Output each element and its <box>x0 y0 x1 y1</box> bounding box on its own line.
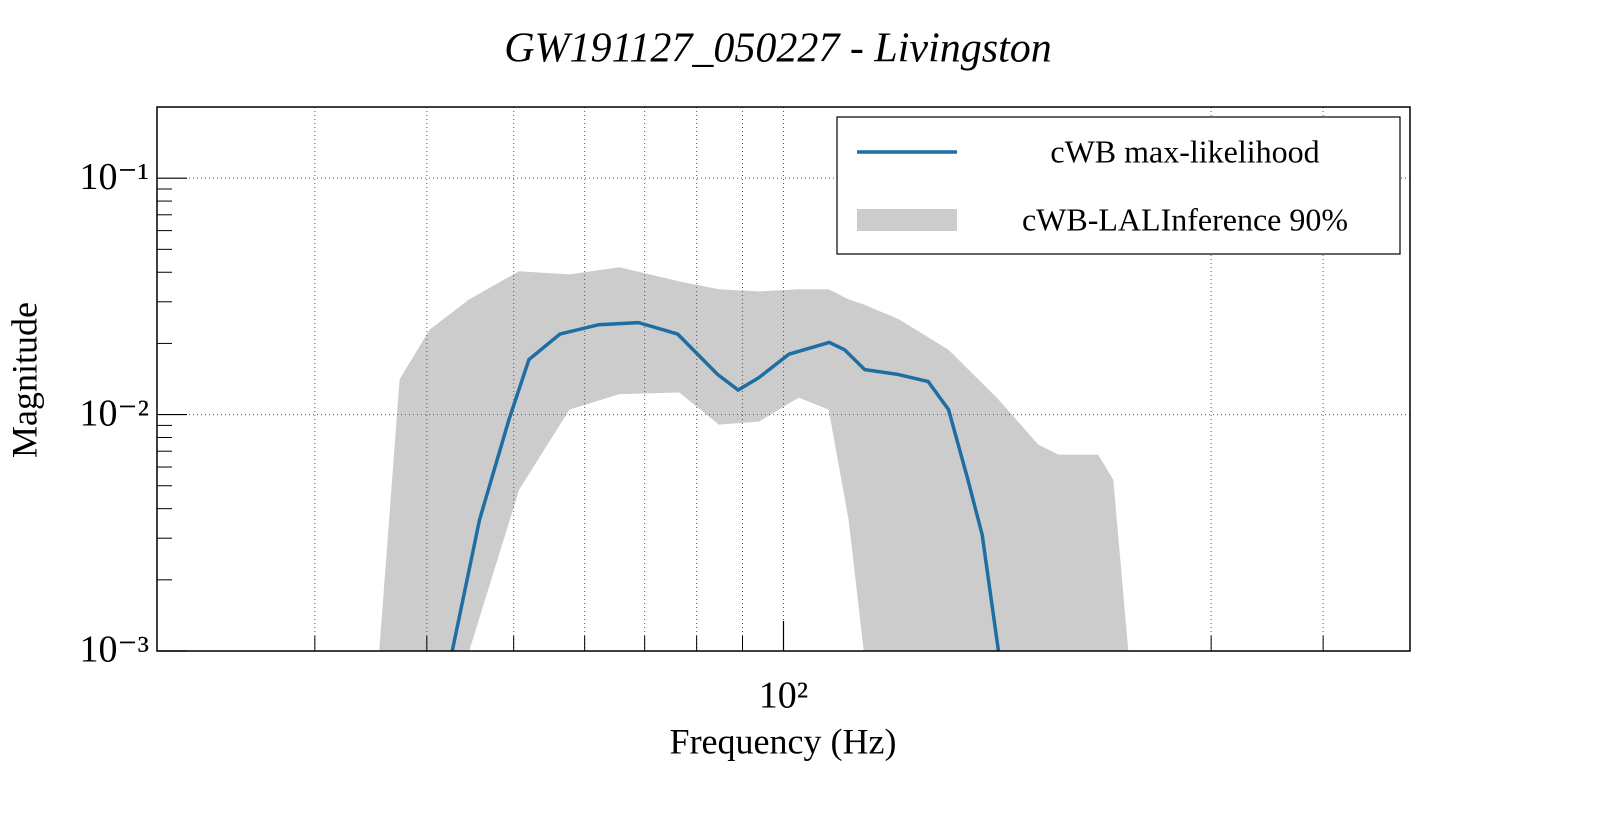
legend-label: cWB-LALInference 90% <box>1022 201 1348 237</box>
y-tick-label: 10⁻² <box>80 392 149 434</box>
plot-area <box>379 267 1129 651</box>
legend-swatch <box>857 209 957 231</box>
legend-label: cWB max-likelihood <box>1050 133 1319 169</box>
y-tick-label: 10⁻³ <box>80 629 149 671</box>
x-tick-label: 10² <box>759 675 808 717</box>
legend-box <box>836 116 1401 255</box>
x-axis-label: Frequency (Hz) <box>670 721 897 761</box>
y-axis-label: Magnitude <box>4 302 44 458</box>
y-tick-label: 10⁻¹ <box>80 156 149 198</box>
confidence-band <box>379 267 1129 651</box>
chart-title: GW191127_050227 - Livingston <box>504 26 1052 72</box>
line-series <box>450 320 1001 651</box>
